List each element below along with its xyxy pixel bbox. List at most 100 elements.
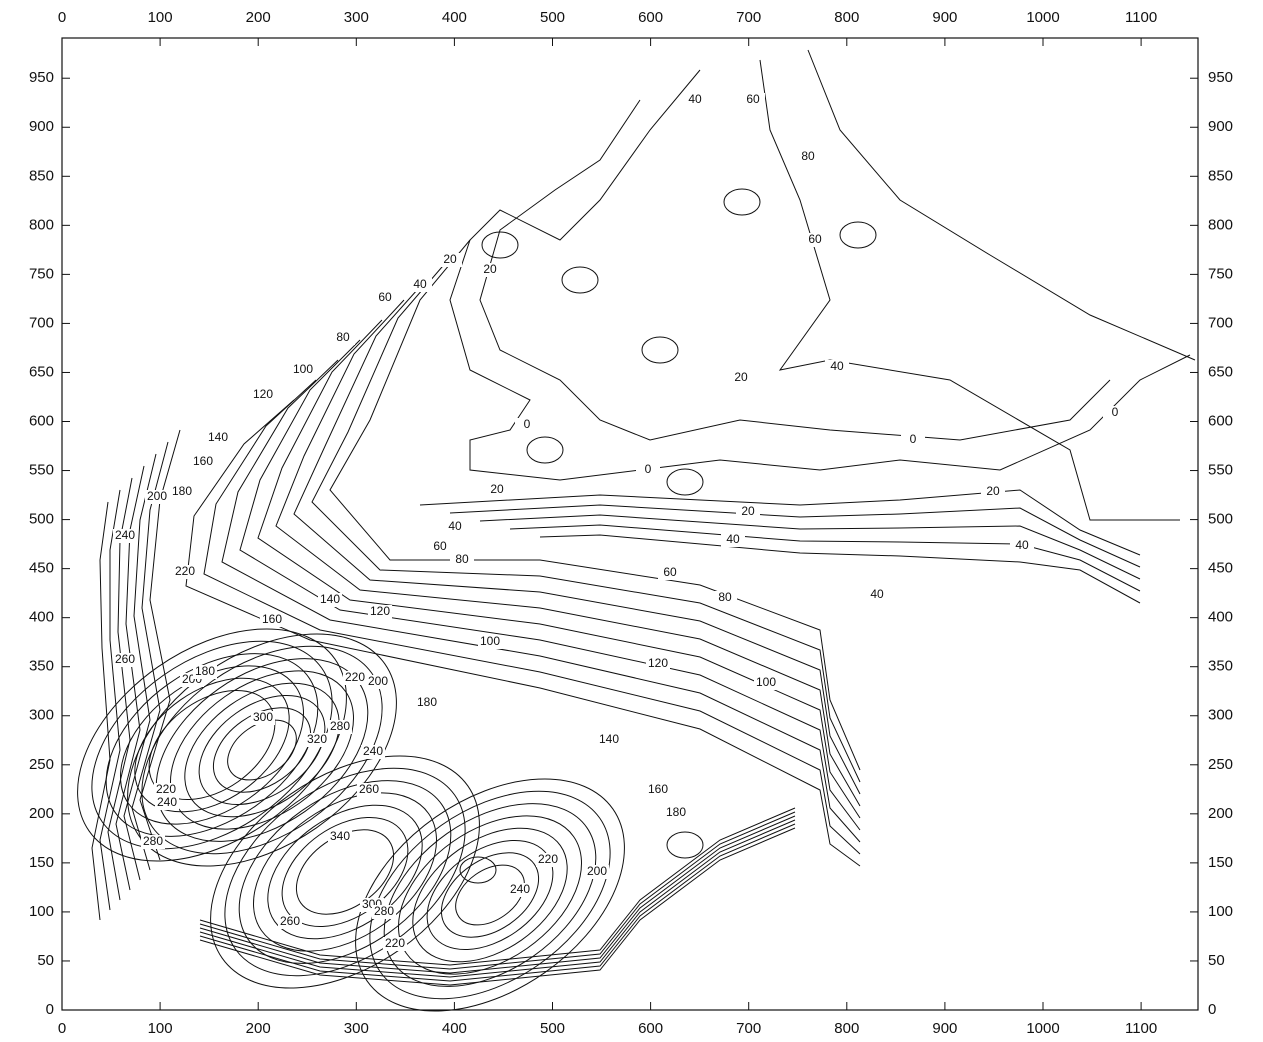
contour-label: 40 [413, 277, 427, 291]
contour-line [204, 380, 860, 854]
contour-label: 40 [870, 587, 884, 601]
y-tick-label: 800 [1208, 216, 1233, 233]
contour-label: 160 [193, 454, 213, 468]
x-tick-label: 600 [638, 9, 663, 26]
y-tick-label: 750 [1208, 265, 1233, 282]
contour-label: 200 [368, 674, 388, 688]
contour-label: 20 [986, 484, 1000, 498]
contour-label: 140 [320, 592, 340, 606]
y-tick-label: 250 [1208, 756, 1233, 773]
x-tick-label: 400 [442, 1020, 467, 1037]
y-tick-label: 400 [29, 609, 54, 626]
contour-line [760, 60, 1180, 520]
y-tick-label: 500 [1208, 511, 1233, 528]
contour-label: 240 [510, 882, 530, 896]
contour-line [562, 267, 598, 293]
x-tick-label: 1000 [1026, 1020, 1059, 1037]
contour-line [313, 731, 668, 1042]
contour-label: 180 [417, 695, 437, 709]
contour-label: 100 [756, 675, 776, 689]
contour-label: 160 [648, 782, 668, 796]
contour-label: 120 [253, 387, 273, 401]
contour-label: 220 [538, 852, 558, 866]
contour-line [450, 70, 1190, 480]
contour-line [510, 525, 1140, 591]
y-tick-label: 900 [1208, 118, 1233, 135]
contour-label: 20 [734, 370, 748, 384]
contour-label: 260 [359, 782, 379, 796]
contour-label: 80 [455, 552, 469, 566]
contour-label: 40 [830, 359, 844, 373]
x-tick-label: 300 [344, 9, 369, 26]
contour-label: 100 [293, 362, 313, 376]
contour-label: 220 [175, 564, 195, 578]
y-tick-label: 200 [29, 805, 54, 822]
y-tick-label: 100 [29, 903, 54, 920]
contour-line [480, 515, 1140, 579]
y-tick-label: 450 [1208, 560, 1233, 577]
contour-line [540, 535, 1140, 603]
y-tick-label: 50 [37, 952, 54, 969]
contour-line [224, 760, 466, 983]
x-tick-label: 100 [148, 1020, 173, 1037]
contour-line [200, 824, 795, 981]
contour-line [312, 260, 860, 782]
contour-label: 0 [645, 462, 652, 476]
x-tick-label: 400 [442, 9, 467, 26]
contour-label: 80 [801, 149, 815, 163]
y-tick-label: 150 [29, 854, 54, 871]
y-tick-label: 600 [1208, 412, 1233, 429]
contour-line [100, 490, 120, 910]
contour-label: 220 [345, 670, 365, 684]
y-tick-label: 450 [29, 560, 54, 577]
y-tick-label: 900 [29, 118, 54, 135]
contour-label: 280 [330, 719, 350, 733]
y-tick-label: 300 [29, 707, 54, 724]
x-tick-label: 0 [58, 1020, 66, 1037]
contour-label: 260 [280, 914, 300, 928]
y-tick-label: 0 [46, 1001, 54, 1018]
contour-line [642, 337, 678, 363]
contour-line [840, 222, 876, 248]
y-tick-label: 650 [1208, 363, 1233, 380]
x-tick-label: 600 [638, 1020, 663, 1037]
y-tick-label: 850 [1208, 167, 1233, 184]
contour-line [667, 469, 703, 495]
contour-line [35, 581, 390, 909]
contour-line [527, 437, 563, 463]
contour-label: 220 [385, 936, 405, 950]
y-tick-label: 950 [29, 69, 54, 86]
contour-line [179, 673, 345, 827]
contour-line [205, 743, 484, 1001]
contour-label: 260 [115, 652, 135, 666]
contour-label: 160 [262, 612, 282, 626]
contour-line [667, 832, 703, 858]
x-tick-label: 1000 [1026, 9, 1059, 26]
y-tick-label: 0 [1208, 1001, 1216, 1018]
x-tick-label: 800 [834, 9, 859, 26]
contour-line [200, 816, 795, 973]
contour-line [350, 766, 629, 1024]
contour-label: 280 [143, 834, 163, 848]
y-tick-label: 650 [29, 363, 54, 380]
contour-label: 320 [307, 732, 327, 746]
y-tick-label: 750 [29, 265, 54, 282]
x-tick-label: 500 [540, 1020, 565, 1037]
x-tick-label: 200 [246, 9, 271, 26]
contour-line [294, 280, 860, 794]
y-tick-label: 700 [29, 314, 54, 331]
contour-label: 140 [599, 732, 619, 746]
contour-label: 60 [433, 539, 447, 553]
contour-label: 200 [147, 489, 167, 503]
y-tick-label: 150 [1208, 854, 1233, 871]
contour-label: 40 [448, 519, 462, 533]
y-tick-label: 250 [29, 756, 54, 773]
x-tick-label: 800 [834, 1020, 859, 1037]
y-tick-label: 550 [1208, 462, 1233, 479]
contour-label: 0 [910, 432, 917, 446]
contour-label: 80 [718, 590, 732, 604]
contour-line [240, 340, 860, 830]
contour-line [92, 502, 110, 920]
contour-line [482, 232, 518, 258]
x-tick-label: 700 [736, 9, 761, 26]
